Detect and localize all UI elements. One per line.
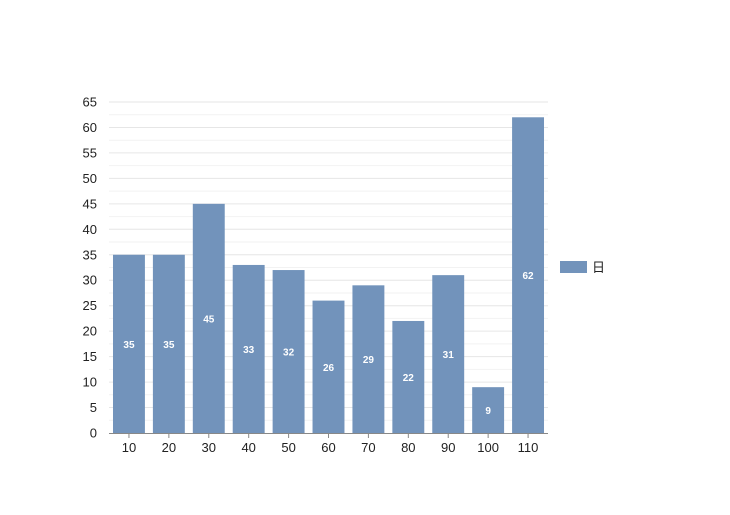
bar-value-label: 31	[443, 350, 455, 361]
x-tick-label: 80	[401, 440, 415, 455]
legend-swatch	[560, 261, 587, 273]
bars: 35 35 45 33 32 26 29 22 31 9 62	[112, 117, 545, 434]
y-tick-label: 15	[83, 349, 97, 364]
bar	[432, 275, 465, 433]
bar	[192, 203, 225, 433]
bar-value-label: 22	[403, 373, 415, 384]
y-tick-label: 20	[83, 324, 97, 339]
bar	[352, 285, 385, 433]
bar	[272, 270, 305, 433]
y-tick-label: 5	[90, 400, 97, 415]
bar-value-label: 45	[203, 314, 215, 325]
bar-value-label: 33	[243, 345, 255, 356]
x-tick-label: 60	[321, 440, 335, 455]
x-tick-label: 110	[518, 440, 539, 455]
y-tick-label: 35	[83, 247, 97, 262]
y-tick-label: 65	[83, 95, 97, 110]
axes: 0 5 10 15 20 25 30 35 40 45 50 55 60 65 10 20 30 40 50 60 70…	[83, 95, 548, 455]
bar-value-label: 35	[123, 340, 135, 351]
x-tick-label: 20	[162, 440, 176, 455]
bar-value-label: 32	[283, 348, 295, 359]
y-tick-label: 25	[83, 298, 97, 313]
bar-value-label: 35	[163, 340, 175, 351]
y-tick-label: 45	[83, 196, 97, 211]
legend: 日	[560, 260, 605, 275]
bar	[392, 320, 425, 433]
y-tick-label: 40	[83, 222, 97, 237]
y-tick-label: 55	[83, 145, 97, 160]
x-tick-label: 70	[361, 440, 375, 455]
bar	[232, 264, 265, 433]
bar	[112, 254, 145, 433]
bar-value-label: 9	[485, 406, 491, 417]
y-tick-label: 0	[90, 426, 97, 441]
x-tick-label: 90	[441, 440, 455, 455]
y-tick-label: 50	[83, 171, 97, 186]
x-tick-label: 40	[241, 440, 255, 455]
bar	[312, 300, 345, 433]
x-tick-label: 100	[477, 440, 499, 455]
x-tick-label: 10	[122, 440, 136, 455]
x-tick-label: 30	[202, 440, 216, 455]
y-tick-label: 60	[83, 120, 97, 135]
bar-value-label: 62	[522, 271, 534, 282]
bar-value-label: 29	[363, 355, 375, 366]
bar	[512, 117, 545, 434]
bar	[152, 254, 185, 433]
y-tick-label: 10	[83, 375, 97, 390]
bar	[472, 387, 505, 433]
y-tick-label: 30	[83, 273, 97, 288]
legend-label: 日	[592, 260, 605, 275]
x-tick-label: 50	[281, 440, 295, 455]
bar-value-label: 26	[323, 363, 335, 374]
